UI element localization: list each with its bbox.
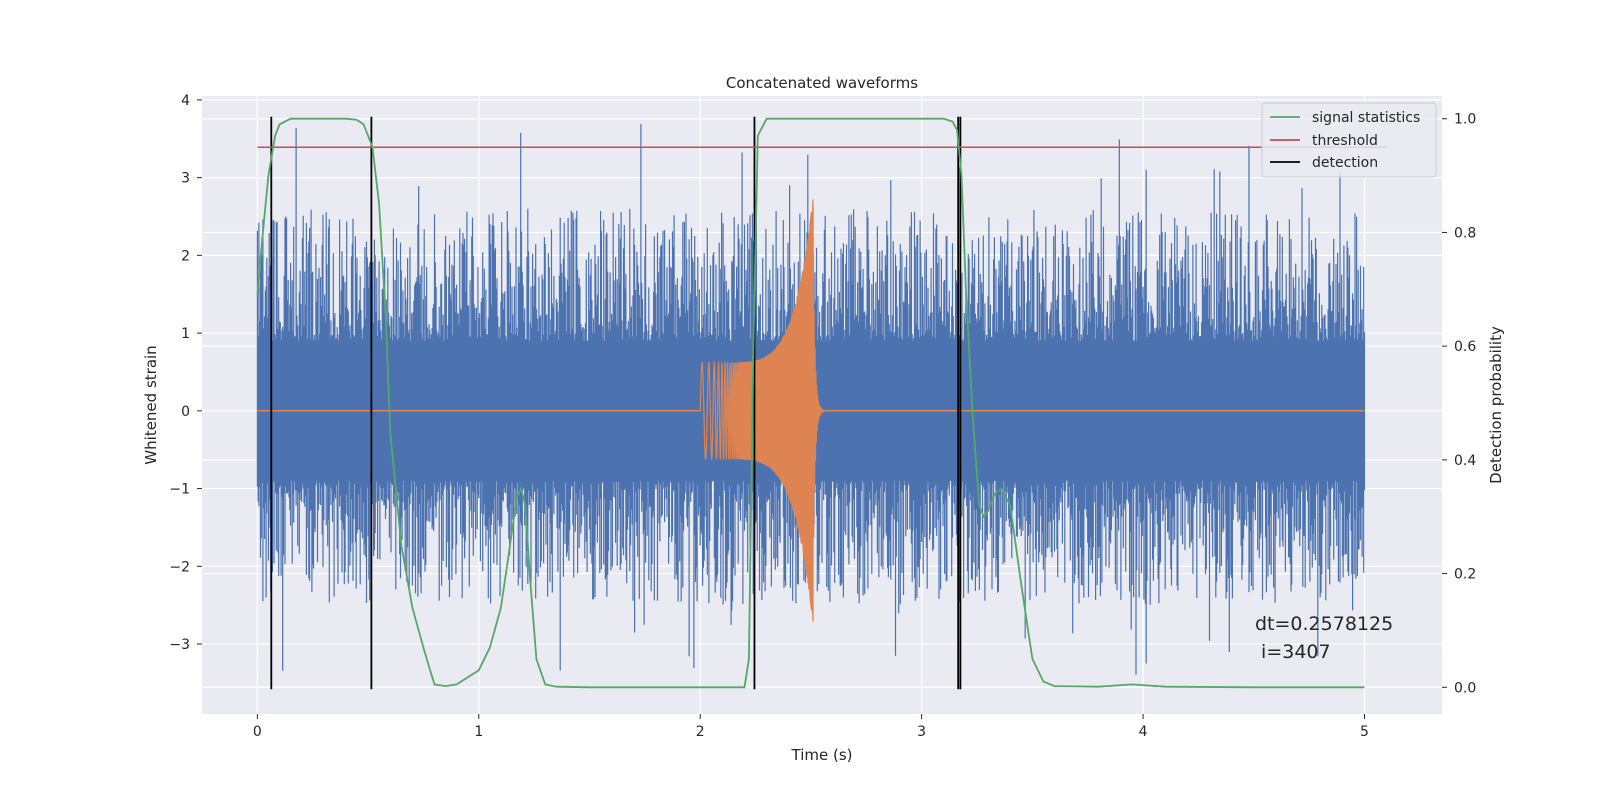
- annotation-dt: dt=0.2578125: [1255, 613, 1393, 635]
- x-tick-label: 5: [1360, 724, 1369, 740]
- detection-lines: [270, 116, 962, 690]
- y-right-tick-label: 0.0: [1454, 680, 1476, 696]
- x-tick-label: 1: [474, 724, 483, 740]
- legend-label-detection: detection: [1312, 155, 1378, 171]
- y-left-tick-label: −1: [169, 482, 190, 498]
- y-right-tick-label: 0.6: [1454, 339, 1476, 355]
- y-axis-label-left: Whitened strain: [142, 345, 160, 464]
- y-axis-label-right: Detection probability: [1487, 326, 1505, 484]
- legend-label-threshold: threshold: [1312, 133, 1378, 149]
- y-right-tick-label: 1.0: [1454, 112, 1476, 128]
- y-left-tick-label: 4: [181, 93, 190, 109]
- y-left-tick-label: −3: [169, 637, 190, 653]
- x-axis-label: Time (s): [791, 746, 853, 764]
- y-right-tick-label: 0.2: [1454, 567, 1476, 583]
- annotation-index: i=3407: [1255, 641, 1331, 663]
- legend: signal statistics threshold detection: [1261, 102, 1437, 178]
- legend-box: [1261, 102, 1437, 178]
- axis-ticks: 0 1 2 3 4 5 −3 −2 −1 0 1 2 3 4 0.0 0.2 0.4 0.6 0.8 1.0: [169, 93, 1476, 740]
- legend-label-signal-statistics: signal statistics: [1312, 110, 1420, 126]
- x-tick-label: 4: [1139, 724, 1148, 740]
- y-left-tick-label: 1: [181, 326, 190, 342]
- chart-title: Concatenated waveforms: [726, 74, 918, 92]
- y-left-tick-label: 2: [181, 248, 190, 264]
- x-tick-label: 2: [696, 724, 705, 740]
- signal-statistics-line: [256, 117, 1365, 689]
- x-tick-label: 0: [253, 724, 262, 740]
- y-left-tick-label: −2: [169, 559, 190, 575]
- y-left-tick-label: 3: [181, 171, 190, 187]
- x-tick-label: 3: [917, 724, 926, 740]
- injected-signal-waveform: [699, 199, 825, 622]
- y-right-tick-label: 0.4: [1454, 453, 1476, 469]
- y-left-tick-label: 0: [181, 404, 190, 420]
- y-right-tick-label: 0.8: [1454, 225, 1476, 241]
